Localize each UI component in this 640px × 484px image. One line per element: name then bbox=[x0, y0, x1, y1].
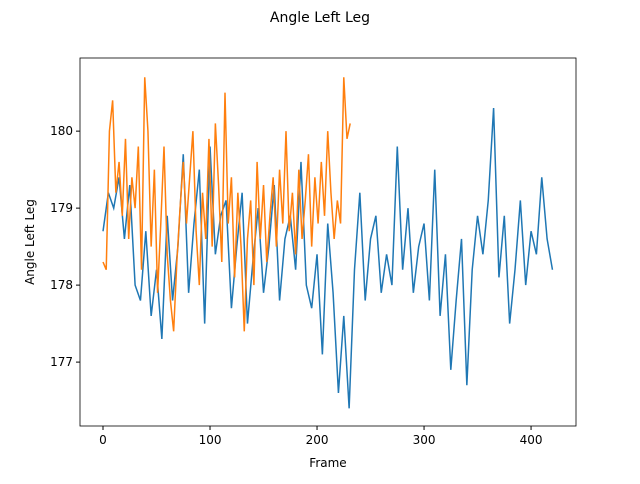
x-tick-label: 400 bbox=[520, 433, 543, 447]
chart-title: Angle Left Leg bbox=[270, 10, 370, 26]
x-tick-label: 0 bbox=[99, 433, 107, 447]
line-series bbox=[102, 77, 351, 332]
plot-frame bbox=[79, 57, 577, 427]
x-tick-label: 200 bbox=[306, 433, 329, 447]
y-axis-label: Angle Left Leg bbox=[23, 199, 37, 285]
x-tick-label: 300 bbox=[413, 433, 436, 447]
x-tick-label: 100 bbox=[199, 433, 222, 447]
y-tick-label: 177 bbox=[50, 355, 73, 369]
y-tick-label: 180 bbox=[50, 124, 73, 138]
y-tick-label: 179 bbox=[50, 201, 73, 215]
y-tick-label: 178 bbox=[50, 278, 73, 292]
x-axis-label: Frame bbox=[309, 456, 346, 470]
